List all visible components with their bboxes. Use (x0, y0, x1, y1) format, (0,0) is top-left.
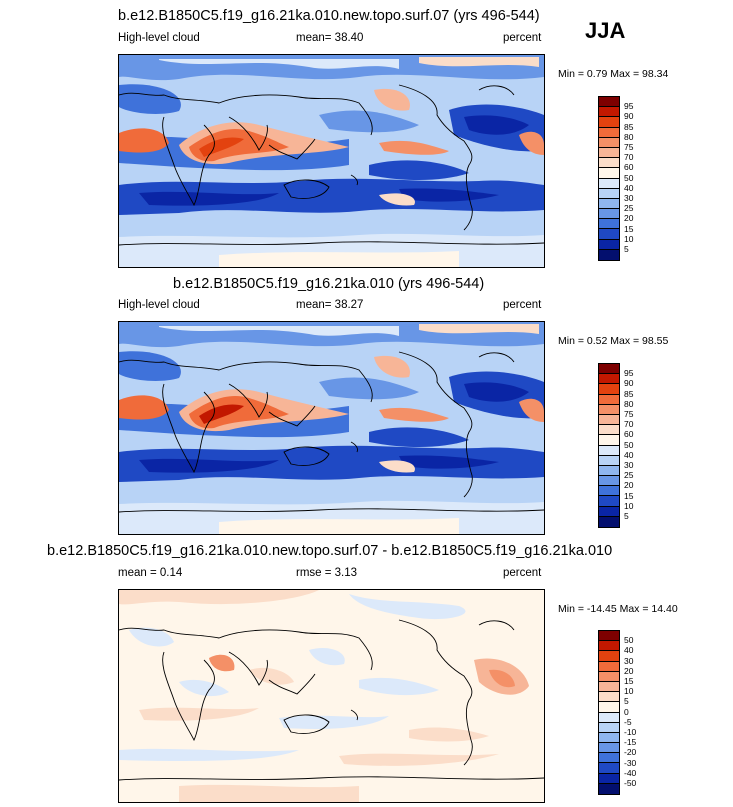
colorbar-tick: 60 (624, 162, 634, 172)
panel1-units-label: percent (503, 32, 542, 44)
colorbar-tick: -15 (624, 737, 637, 747)
colorbar-tick: 50 (624, 440, 634, 450)
colorbar-tick: 70 (624, 152, 634, 162)
panel2-minmax-label: Min = 0.52 Max = 98.55 (558, 335, 669, 347)
panel3-rmse-label: rmse = 3.13 (296, 567, 358, 579)
panel1-mean-label: mean= 38.40 (296, 32, 364, 44)
colorbar-tick: 25 (624, 470, 634, 480)
panel2-contour-plot (119, 322, 544, 534)
colorbar-tick: 95 (624, 368, 634, 378)
panel1-contour-plot (119, 55, 544, 267)
panel3-contour-plot (119, 590, 544, 802)
colorbar-tick: 5 (624, 696, 629, 706)
panel3-title: b.e12.B1850C5.f19_g16.21ka.010.new.topo.… (47, 543, 613, 559)
panel1-colorbar (598, 96, 620, 261)
colorbar-tick: 50 (624, 635, 634, 645)
colorbar-tick: 50 (624, 173, 634, 183)
colorbar-tick: 5 (624, 511, 629, 521)
colorbar-tick: 10 (624, 686, 634, 696)
colorbar-tick: 60 (624, 429, 634, 439)
colorbar-tick: 15 (624, 224, 634, 234)
panel2-units-label: percent (503, 299, 542, 311)
colorbar-tick: 95 (624, 101, 634, 111)
colorbar-tick: 40 (624, 183, 634, 193)
colorbar-tick: 30 (624, 656, 634, 666)
colorbar-tick: 85 (624, 389, 634, 399)
colorbar-tick: 25 (624, 203, 634, 213)
colorbar-tick: 80 (624, 399, 634, 409)
colorbar-tick: 20 (624, 480, 634, 490)
colorbar-tick: -50 (624, 778, 637, 788)
panel2-colorbar (598, 363, 620, 528)
colorbar-tick: 10 (624, 234, 634, 244)
colorbar-tick: 20 (624, 666, 634, 676)
colorbar-tick: 20 (624, 213, 634, 223)
colorbar-tick: 15 (624, 491, 634, 501)
colorbar-tick: 90 (624, 111, 634, 121)
colorbar-tick: 0 (624, 707, 629, 717)
panel3-map (118, 589, 545, 803)
colorbar-tick: 80 (624, 132, 634, 142)
colorbar-tick: 30 (624, 193, 634, 203)
colorbar-tick: 15 (624, 676, 634, 686)
panel2-variable-label: High-level cloud (118, 299, 200, 311)
panel3-minmax-label: Min = -14.45 Max = 14.40 (558, 603, 678, 615)
colorbar-tick: -5 (624, 717, 632, 727)
colorbar-tick: 90 (624, 378, 634, 388)
season-label: JJA (585, 18, 626, 43)
panel3-units-label: percent (503, 567, 542, 579)
colorbar-tick: -20 (624, 747, 637, 757)
panel2-map (118, 321, 545, 535)
colorbar-tick: 40 (624, 645, 634, 655)
colorbar-tick: -10 (624, 727, 637, 737)
panel3-mean-label: mean = 0.14 (118, 567, 183, 579)
colorbar-tick: 30 (624, 460, 634, 470)
colorbar-tick: 10 (624, 501, 634, 511)
panel3-colorbar (598, 630, 620, 795)
colorbar-tick: 40 (624, 450, 634, 460)
panel1-minmax-label: Min = 0.79 Max = 98.34 (558, 68, 669, 80)
colorbar-tick: 85 (624, 122, 634, 132)
colorbar-tick: 75 (624, 409, 634, 419)
panel1-map (118, 54, 545, 268)
colorbar-tick: 5 (624, 244, 629, 254)
colorbar-tick: -30 (624, 758, 637, 768)
colorbar-tick: -40 (624, 768, 637, 778)
panel2-title: b.e12.B1850C5.f19_g16.21ka.010 (yrs 496-… (173, 276, 485, 292)
panel1-title: b.e12.B1850C5.f19_g16.21ka.010.new.topo.… (118, 8, 540, 24)
panel2-mean-label: mean= 38.27 (296, 299, 364, 311)
colorbar-tick: 70 (624, 419, 634, 429)
colorbar-tick: 75 (624, 142, 634, 152)
panel1-variable-label: High-level cloud (118, 32, 200, 44)
